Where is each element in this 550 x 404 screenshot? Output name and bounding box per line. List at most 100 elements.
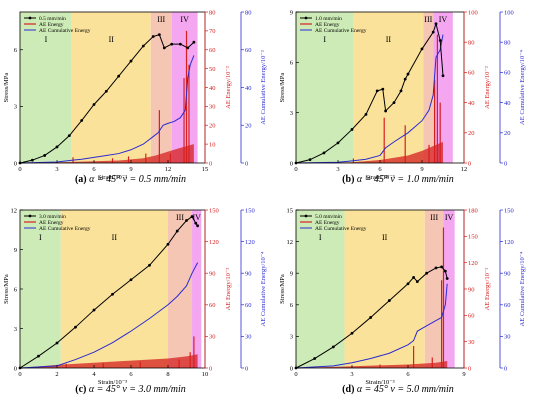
stage-label: I — [39, 233, 42, 242]
stress-point — [392, 101, 396, 104]
stress-point — [369, 316, 373, 319]
y-right-tick-label: 80 — [245, 9, 252, 16]
y-mid-tick-label: 0 — [209, 365, 212, 372]
x-tick-label: 3 — [55, 166, 58, 173]
stage-label: III — [424, 15, 432, 24]
y-right-tick-label: 30 — [504, 334, 511, 341]
legend-ae-cumulative-label: AE Cumulative Energy — [39, 28, 91, 34]
panel-caption: (c) α = 45° v = 3.0 mm/min — [75, 384, 186, 395]
stage-label: III — [430, 213, 438, 222]
panel-caption-text: α = 45° v = 3.0 mm/min — [89, 384, 186, 395]
stress-point — [308, 158, 312, 162]
stress-point — [322, 151, 326, 155]
x-tick-label: 0 — [294, 166, 297, 173]
stage-band-iv — [192, 210, 202, 368]
stress-point — [43, 154, 47, 157]
stage-label: III — [157, 15, 165, 24]
stage-label: IV — [180, 15, 189, 24]
legend-stress-marker — [28, 16, 32, 20]
panel-caption: (d) α = 45° v = 5.0 mm/min — [342, 384, 454, 395]
panel-caption-text: α = 45° v = 1.0 mm/min — [357, 174, 454, 185]
y-mid-axis-label: AE Energy/10⁻² — [225, 268, 232, 311]
stress-point — [434, 266, 438, 270]
stress-point — [196, 224, 200, 228]
y-right-axis-label: AE Cumulative Energy/10⁻² — [260, 50, 267, 125]
y-left-tick-label: 9 — [290, 9, 293, 16]
stress-point — [170, 42, 174, 46]
y-right-tick-label: 20 — [504, 130, 511, 137]
y-left-tick-label: 3 — [14, 104, 17, 111]
stress-point — [438, 39, 442, 42]
y-mid-tick-label: 60 — [209, 302, 216, 309]
stress-point — [141, 44, 145, 48]
y-right-tick-label: 40 — [504, 100, 511, 107]
y-right-tick-label: 90 — [504, 271, 511, 278]
stage-label: III — [176, 213, 184, 222]
y-mid-tick-label: 180 — [468, 207, 478, 214]
stress-point — [406, 282, 410, 286]
y-left-tick-label: 6 — [290, 60, 294, 67]
x-tick-label: 8 — [166, 371, 169, 378]
stage-label: II — [382, 233, 388, 242]
y-mid-tick-label: 40 — [468, 100, 475, 107]
y-left-tick-label: 3 — [290, 110, 293, 117]
stress-point — [111, 292, 114, 296]
ae-energy-baseline — [20, 144, 194, 163]
stress-point — [445, 277, 449, 280]
y-left-axis-label: Stress/MPa — [3, 274, 10, 304]
y-mid-tick-label: 10 — [209, 141, 216, 148]
ae-energy-baseline — [20, 354, 198, 368]
y-mid-tick-label: 0 — [468, 365, 471, 372]
stage-label: II — [109, 35, 115, 44]
y-mid-tick-label: 150 — [209, 207, 219, 214]
ae-energy-baseline — [296, 360, 448, 368]
y-right-tick-label: 0 — [504, 365, 507, 372]
y-mid-tick-label: 30 — [209, 334, 216, 341]
x-tick-label: 10 — [202, 371, 209, 378]
y-right-tick-label: 120 — [504, 239, 514, 246]
stress-point — [440, 265, 443, 269]
ae-cumulative-line — [295, 283, 448, 369]
y-right-axis-label: AE Cumulative Energy/10⁻⁴ — [260, 251, 267, 327]
ae-energy-baseline — [296, 141, 443, 163]
y-left-tick-label: 3 — [290, 334, 293, 341]
y-left-axis-label: Stress/MPa — [279, 274, 286, 304]
stress-point — [434, 22, 438, 26]
y-mid-tick-label: 40 — [209, 85, 216, 92]
panel-caption: (b) α = 45° v = 1.0 mm/min — [342, 174, 454, 185]
x-tick-label: 3 — [336, 166, 339, 173]
stage-band-iv — [433, 12, 453, 163]
x-tick-label: 0 — [18, 166, 21, 173]
x-axis-label: Strain/10⁻³ — [98, 379, 127, 386]
panel-caption-text: α = 45° v = 5.0 mm/min — [357, 384, 454, 395]
y-mid-tick-label: 60 — [209, 47, 216, 54]
y-mid-tick-label: 70 — [209, 28, 216, 35]
stress-point — [186, 46, 190, 50]
stress-point — [192, 40, 196, 44]
y-left-axis-label: Stress/MPa — [3, 73, 10, 103]
stress-point — [92, 103, 96, 106]
y-left-tick-label: 6 — [14, 286, 18, 293]
x-tick-label: 6 — [92, 166, 96, 173]
stage-band-iv — [171, 12, 198, 163]
stress-point — [415, 280, 419, 284]
x-tick-label: 15 — [202, 166, 209, 173]
stage-band-iv — [443, 210, 455, 368]
stress-point — [190, 215, 194, 218]
stress-point — [399, 89, 403, 93]
stress-point — [194, 221, 198, 225]
stress-point — [74, 325, 77, 329]
ae-cumulative-line — [295, 34, 444, 164]
x-tick-label: 9 — [462, 371, 465, 378]
legend-ae-energy-label: AE Energy — [315, 220, 340, 226]
y-right-tick-label: 60 — [245, 47, 252, 54]
panel-caption-letter: (b) — [342, 174, 357, 185]
y-right-tick-label: 60 — [504, 302, 511, 309]
y-right-tick-label: 120 — [245, 239, 255, 246]
x-axis-label: Strain/10⁻³ — [98, 174, 127, 181]
